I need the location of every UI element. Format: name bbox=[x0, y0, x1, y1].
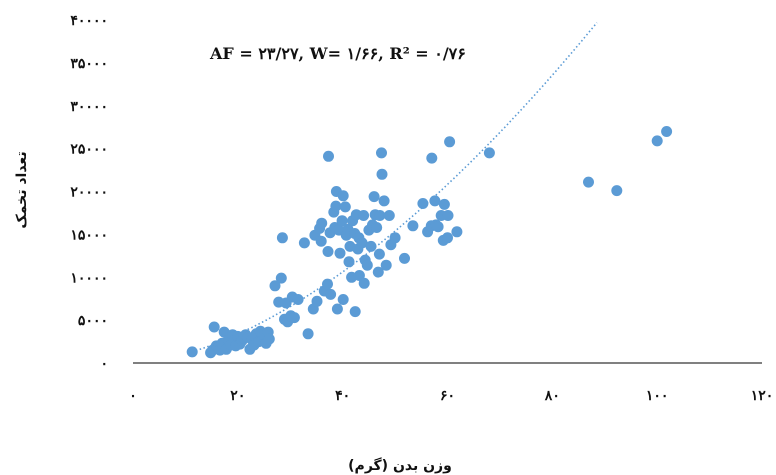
data-point bbox=[311, 295, 323, 307]
trendline-layer bbox=[195, 22, 598, 352]
y-tick-label: ۲۰۰۰۰ bbox=[70, 185, 108, 201]
data-point bbox=[407, 220, 419, 232]
x-tick-label: ۸۰ bbox=[544, 388, 560, 404]
data-point bbox=[263, 333, 275, 345]
data-point bbox=[376, 147, 387, 159]
y-tick-label: ۱۵۰۰۰ bbox=[70, 227, 108, 243]
regression-annotation: AF = ۲۳/۲۷, W= ۱/۶۶, R² = ۰/۷۶ bbox=[209, 44, 466, 63]
data-point bbox=[374, 210, 386, 221]
data-point bbox=[361, 259, 373, 271]
data-point bbox=[322, 278, 333, 290]
data-point bbox=[432, 221, 444, 233]
data-point bbox=[368, 191, 380, 203]
data-point bbox=[288, 312, 300, 324]
data-point bbox=[208, 321, 220, 333]
data-point bbox=[323, 150, 334, 162]
data-point bbox=[330, 200, 342, 212]
data-point bbox=[380, 259, 392, 271]
x-tick-label: ۴۰ bbox=[335, 388, 350, 404]
y-tick-label: ۱۰۰۰۰ bbox=[70, 270, 108, 286]
data-point bbox=[339, 201, 351, 213]
data-point bbox=[583, 176, 594, 188]
y-tick-label: ۳۵۰۰۰ bbox=[70, 56, 108, 72]
x-tick-label: ۱۰۰ bbox=[646, 388, 669, 404]
data-point bbox=[275, 272, 287, 284]
data-point bbox=[438, 198, 450, 210]
x-axis-ticks: ۰ ۲۰ ۴۰ ۶۰ ۸۰ ۱۰۰ ۱۲۰ bbox=[129, 388, 773, 404]
y-tick-label: ۲۵۰۰۰ bbox=[70, 142, 108, 158]
data-point bbox=[337, 190, 349, 202]
data-point bbox=[302, 328, 314, 340]
data-point bbox=[269, 280, 281, 292]
data-point bbox=[358, 277, 370, 289]
data-point bbox=[378, 195, 390, 207]
data-point bbox=[651, 135, 663, 147]
data-point bbox=[426, 152, 438, 164]
x-axis-title: وزن بدن (گرم) bbox=[348, 457, 452, 474]
data-point bbox=[186, 346, 198, 358]
y-axis-title: تعداد تخمک bbox=[14, 151, 30, 228]
data-point bbox=[358, 210, 370, 221]
data-point bbox=[399, 252, 410, 264]
data-point bbox=[376, 168, 388, 180]
data-point bbox=[298, 237, 310, 249]
data-point bbox=[371, 222, 383, 233]
x-tick-label: ۲۰ bbox=[230, 388, 245, 404]
data-point bbox=[336, 215, 348, 227]
y-tick-label: ۵۰۰۰ bbox=[78, 313, 108, 329]
data-point bbox=[611, 185, 623, 197]
data-point bbox=[483, 147, 495, 159]
data-point bbox=[373, 248, 385, 260]
data-point bbox=[444, 136, 456, 148]
data-point bbox=[661, 126, 673, 137]
data-point bbox=[356, 237, 368, 249]
data-point bbox=[337, 294, 349, 305]
data-point bbox=[292, 294, 304, 305]
data-point bbox=[334, 247, 346, 259]
x-tick-label: ۱۲۰ bbox=[751, 388, 774, 404]
data-point bbox=[442, 232, 453, 244]
x-tick-label: ۰ bbox=[129, 388, 137, 404]
data-point bbox=[442, 210, 454, 221]
data-point bbox=[343, 256, 355, 268]
data-point bbox=[372, 266, 384, 278]
y-tick-label: ۰ bbox=[100, 356, 108, 372]
data-point bbox=[315, 235, 327, 247]
y-tick-label: ۴۰۰۰۰ bbox=[70, 13, 108, 29]
data-points bbox=[186, 126, 673, 359]
trendline bbox=[195, 22, 598, 352]
x-tick-label: ۶۰ bbox=[440, 388, 455, 404]
data-point bbox=[383, 210, 395, 221]
data-point bbox=[365, 240, 377, 252]
y-axis-ticks: ۰ ۵۰۰۰ ۱۰۰۰۰ ۱۵۰۰۰ ۲۰۰۰۰ ۲۵۰۰۰ ۳۰۰۰۰ ۳۵۰۰۰ ۴۰۰۰۰ bbox=[70, 13, 108, 372]
data-point bbox=[316, 217, 328, 229]
data-point bbox=[451, 226, 463, 238]
data-point bbox=[325, 288, 337, 300]
data-point bbox=[331, 303, 343, 315]
data-point bbox=[276, 232, 288, 244]
data-point bbox=[349, 306, 361, 318]
data-point bbox=[417, 198, 429, 209]
y-tick-label: ۳۰۰۰۰ bbox=[70, 99, 108, 115]
data-point bbox=[389, 232, 401, 244]
data-point bbox=[429, 195, 441, 207]
data-point bbox=[322, 246, 334, 257]
